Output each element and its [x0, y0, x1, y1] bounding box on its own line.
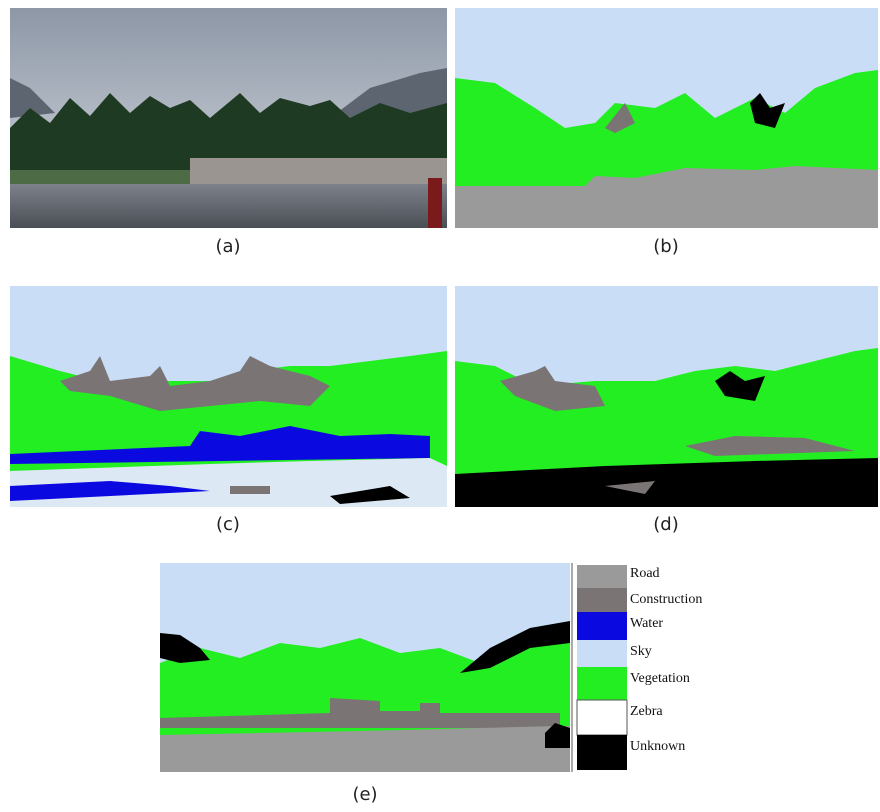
caption: (c) [216, 514, 240, 535]
legend-swatch [577, 667, 627, 700]
legend: Road Construction Water Sky Vegetation Zebra U… [577, 565, 702, 770]
legend-label: Water [630, 616, 663, 631]
segmentation-d [455, 286, 878, 507]
legend-swatch [577, 735, 627, 770]
segmentation-c [10, 286, 447, 507]
legend-swatch [577, 565, 627, 588]
legend-swatch [577, 612, 627, 640]
segmentation-b [455, 8, 878, 228]
legend-swatch [577, 588, 627, 612]
legend-label: Unknown [630, 739, 685, 754]
legend-label: Road [630, 566, 660, 581]
legend-label: Construction [630, 592, 702, 607]
caption: (b) [653, 236, 678, 257]
caption: (a) [215, 236, 240, 257]
caption: (e) [352, 784, 377, 805]
legend-swatch [577, 640, 627, 667]
legend-label: Sky [630, 644, 652, 659]
legend-swatch [577, 700, 627, 735]
figure: (a) (b) (c) (d) (e) Road Construction Wate… [0, 0, 880, 812]
caption: (d) [653, 514, 678, 535]
legend-label: Vegetation [630, 671, 690, 686]
segmentation-e [160, 563, 570, 772]
photo [10, 8, 447, 228]
legend-label: Zebra [630, 704, 663, 719]
